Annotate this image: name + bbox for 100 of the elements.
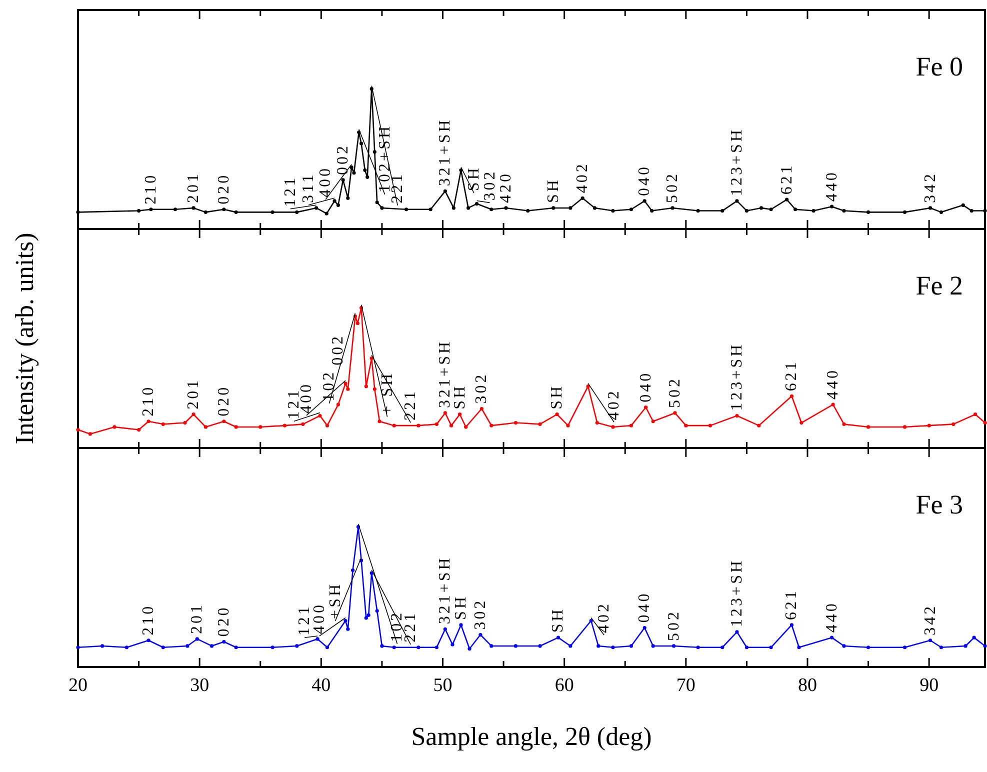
annotation: 221 [389,172,406,204]
annotation: 402 [574,162,592,194]
point [556,636,560,640]
point [538,644,542,648]
point [392,646,396,650]
point [514,420,518,425]
point [629,644,633,648]
x-tick-label: 80 [798,675,817,696]
point [568,644,572,648]
annotation: 400 [298,382,315,414]
point [983,644,987,648]
point [744,646,748,650]
point [258,425,262,429]
point [100,644,104,648]
annotation: 121 [282,175,299,207]
point [270,646,274,650]
point [195,637,199,641]
annotation: SH [465,166,482,192]
x-axis-title: Sample angle, 2θ (deg) [411,722,652,751]
point [372,387,376,391]
point [928,638,932,642]
point [186,644,190,648]
point [204,425,208,429]
point [234,425,238,429]
annotation: 210 [140,384,158,416]
point [346,627,350,631]
point [76,428,80,432]
point [927,424,931,428]
annotation: 102 [320,370,338,402]
annotation: 621 [783,588,800,620]
point [684,424,688,428]
point [392,424,396,428]
point [797,646,801,650]
point [983,420,987,425]
point [222,420,226,424]
point [831,402,835,406]
point [459,623,463,627]
point [112,425,116,429]
annotation: 302 [472,598,489,630]
point [589,618,593,623]
point [356,321,360,326]
point [192,412,196,416]
point [468,646,472,651]
annotation: 201 [185,171,202,203]
point [146,638,150,642]
point [295,644,299,648]
point [842,644,846,648]
point [375,609,379,613]
point [490,644,494,648]
annotation: 342 [922,604,939,636]
point [866,646,870,650]
point [443,627,447,631]
point [416,646,420,650]
point [222,640,226,644]
point [443,411,447,415]
point [708,424,712,428]
annotation: 311 [300,172,318,203]
annotation: 621 [778,163,796,195]
annotation: 440 [823,601,840,633]
point [555,412,559,416]
annotation: 342 [922,171,939,203]
point [972,636,976,640]
point [790,394,794,398]
point [366,613,370,617]
point [490,424,494,428]
point [325,646,330,650]
point [651,420,655,424]
annotation: 040 [637,370,654,402]
point [538,422,542,426]
point [973,412,978,416]
point [282,424,286,428]
x-tick-label: 60 [554,675,574,696]
point [146,420,150,424]
annotation: 502 [665,609,682,641]
annotation: 002 [334,143,352,175]
point [434,646,438,650]
annotation: 502 [666,376,684,408]
annotation: 123+SH [728,127,746,196]
point [596,644,600,648]
annotation: +SH [326,582,344,619]
annotation: SH [452,594,470,620]
point [939,646,944,650]
annotation: SH [550,607,567,633]
point [336,402,340,406]
point [380,644,384,648]
annotation: 040 [636,164,654,196]
point [161,422,165,426]
point [450,642,454,646]
point [830,636,834,640]
point [234,646,238,650]
annotation: 302 [473,372,490,404]
point [651,644,655,648]
point [76,646,80,650]
point [161,646,165,650]
point [644,406,648,410]
annotation: 402 [606,388,623,420]
annotation: 123+SH [728,342,746,411]
point [866,425,870,429]
x-tick-label: 40 [312,675,331,696]
point [586,384,590,388]
